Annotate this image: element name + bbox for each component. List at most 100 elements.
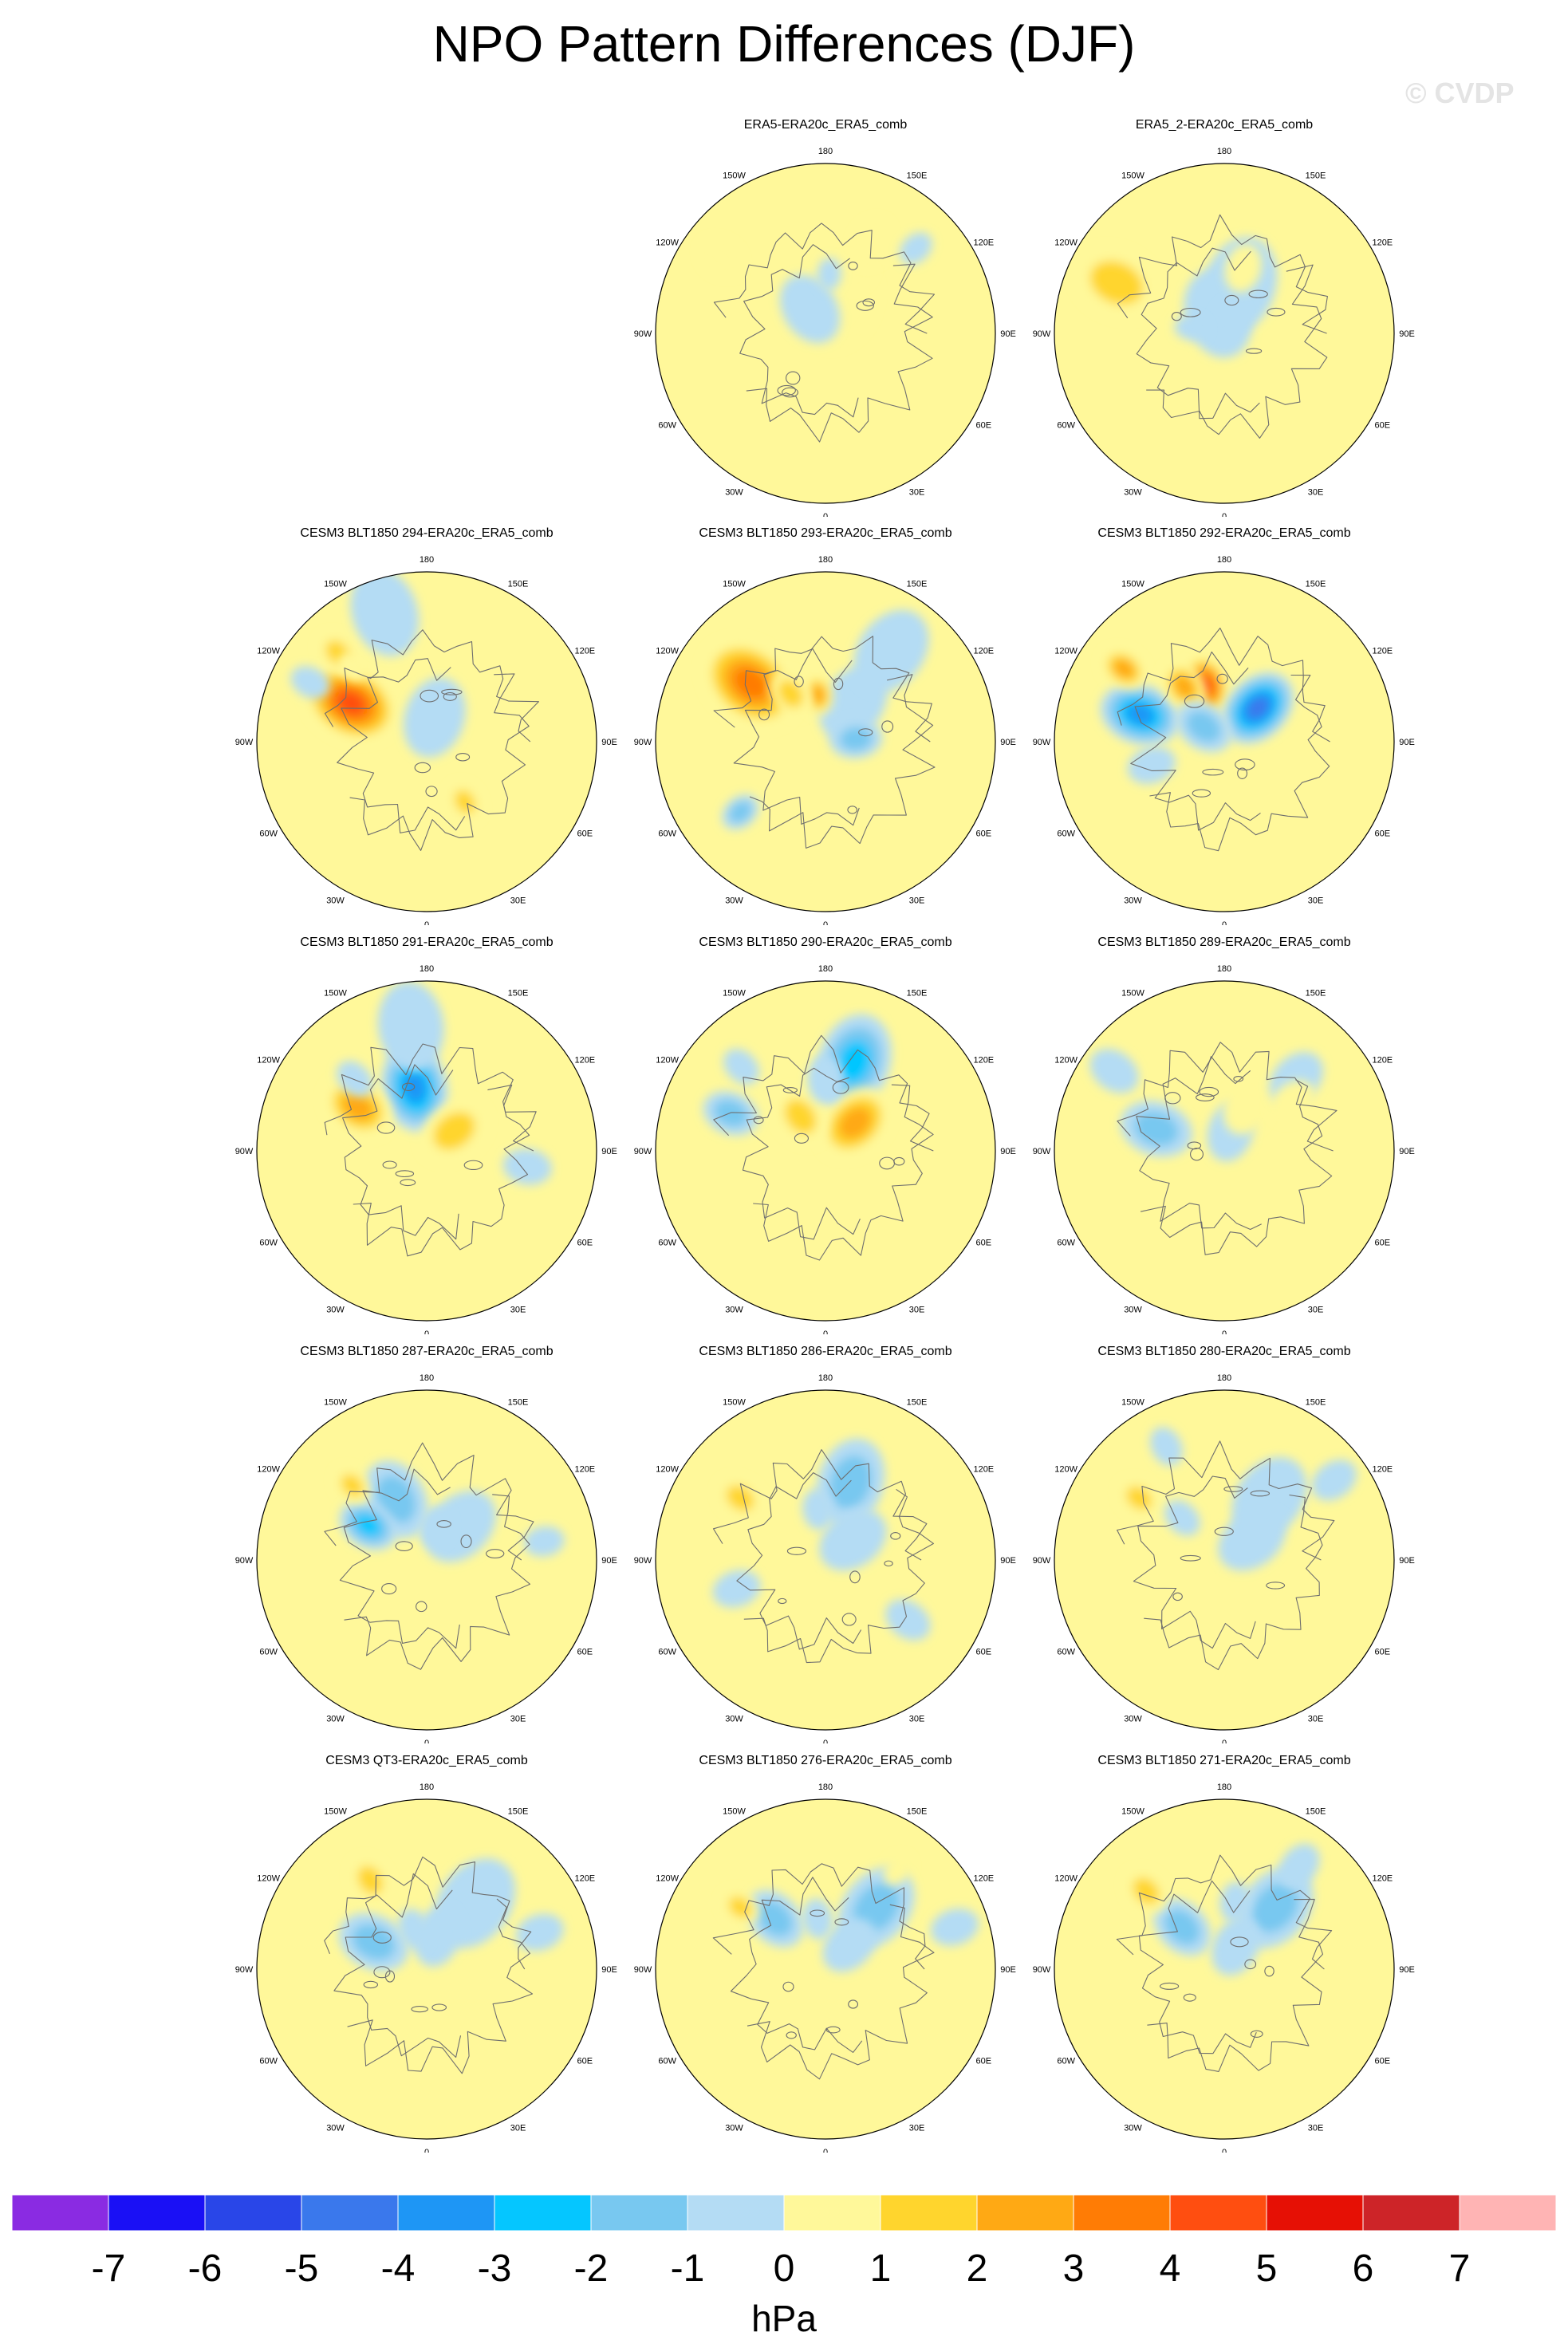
longitude-label: 90E [1399,1556,1415,1566]
coastline [1130,651,1261,831]
negative-anomaly [339,1500,397,1550]
longitude-label: 90E [601,738,617,747]
longitude-label: 30E [909,1714,925,1723]
colorbar-swatch [1073,2195,1171,2232]
panel-title: CESM3 BLT1850 293-ERA20c_ERA5_comb [699,526,952,540]
longitude-label: 60E [976,1239,992,1248]
island [441,688,463,695]
longitude-label: 120W [257,647,280,656]
coastlines [324,1856,534,2074]
negative-anomaly [1089,1049,1139,1093]
coastline [1136,1056,1262,1231]
negative-anomaly [337,1061,373,1097]
longitude-label: 120E [1372,1874,1393,1884]
negative-anomaly [899,232,932,265]
map-panel: CESM3 BLT1850 291-ERA20c_ERA5_comb 180 150… [211,936,642,1334]
negative-anomaly [1219,1881,1251,1923]
coastlines [1117,1042,1338,1255]
positive-anomaly [770,671,811,716]
coastline [347,1898,534,2074]
panel-title: CESM3 BLT1850 280-ERA20c_ERA5_comb [1097,1345,1351,1358]
island [849,1570,861,1584]
longitude-label: 150W [723,171,746,181]
anomaly-contour [733,668,767,699]
anomaly-contour [817,258,841,291]
anomaly-contour [885,1599,931,1641]
longitude-label: 30W [1124,1305,1142,1314]
island [1230,1936,1249,1948]
anomaly-contour [1251,1882,1299,1933]
longitude-label: 150E [907,171,928,181]
longitude-label: 30W [326,2123,345,2133]
longitude-label: 60W [1057,829,1075,839]
island [395,1170,415,1178]
longitude-label: 0 [1222,1330,1227,1334]
coastline [1147,1898,1324,2072]
negative-anomaly [1127,747,1176,785]
longitude-label: 30W [1124,1714,1142,1723]
longitude-label: 0 [823,920,828,925]
coastlines [712,1449,935,1664]
anomaly-contour [1164,1909,1200,1945]
longitude-label: 60E [1375,421,1391,431]
island [782,1981,794,1992]
map-border [1054,980,1395,1322]
longitude-label: 90E [601,1965,617,1975]
negative-anomaly [1120,1101,1192,1157]
colorbar-tick-label: 5 [1256,2247,1278,2290]
anomaly-contour [357,1865,383,1895]
longitude-label: 60E [577,2057,593,2066]
negative-anomaly [1176,701,1232,753]
longitude-label: 90E [1000,329,1016,339]
negative-anomaly [1174,316,1208,341]
longitude-label: 90E [1000,1556,1016,1566]
anomaly-contour [1113,660,1134,678]
anomaly-contour [455,790,475,814]
anomaly-contour [728,1897,752,1918]
longitude-label: 90W [634,329,652,339]
anomaly-contour [757,1901,793,1936]
island [810,1909,825,1917]
longitude-label: 120E [973,1874,994,1884]
colorbar-swatch [687,2195,785,2232]
island [832,1081,849,1094]
island [1180,1554,1201,1562]
longitude-label: 120E [1372,1056,1393,1066]
island [373,1966,391,1979]
map-panel: CESM3 BLT1850 289-ERA20c_ERA5_comb 180 150… [1009,936,1440,1334]
coastline [324,629,539,743]
longitude-label: 150E [1306,171,1326,181]
longitude-label: 0 [823,1739,828,1743]
longitude-label: 180 [1217,1783,1231,1792]
longitude-label: 120E [973,1465,994,1475]
anomaly-contour [523,1526,565,1557]
coastline [742,1067,861,1240]
anomaly-contour [1224,244,1263,293]
anomaly-contour [341,1474,364,1497]
coastline [733,648,860,826]
island [847,806,858,814]
anomaly-contour [778,680,803,707]
longitude-label: 90W [634,738,652,747]
coastline [339,1468,460,1649]
coastlines [713,223,936,443]
negative-anomaly [817,258,841,291]
longitude-label: 150W [1121,989,1144,999]
island [420,689,439,703]
panel-title: CESM3 BLT1850 294-ERA20c_ERA5_comb [300,526,554,540]
anomaly-contour [1126,703,1155,726]
anomaly-contour [822,1918,877,1972]
colorbar-swatch [108,2195,206,2232]
anomaly-contour [1089,1049,1139,1093]
negative-anomaly [853,609,929,692]
anomaly-contour [802,1898,833,1940]
island [848,1999,859,2009]
coastline [333,1873,462,2058]
longitude-label: 60W [658,421,676,431]
longitude-label: 150W [723,989,746,999]
anomaly-contour [1219,1881,1251,1923]
negative-anomaly [1164,1499,1200,1536]
anomaly-contour [1127,747,1176,785]
anomaly-contour [852,219,892,266]
island [384,1970,396,1983]
